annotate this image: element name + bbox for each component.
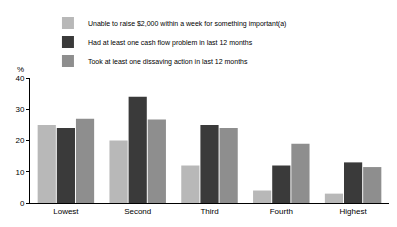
svg-text:Second: Second bbox=[124, 207, 151, 216]
svg-text:Highest: Highest bbox=[340, 207, 368, 216]
svg-text:%: % bbox=[17, 65, 24, 74]
svg-text:0: 0 bbox=[20, 199, 25, 208]
svg-text:Third: Third bbox=[200, 207, 218, 216]
svg-text:Fourth: Fourth bbox=[270, 207, 293, 216]
svg-text:10: 10 bbox=[15, 168, 24, 177]
svg-text:40: 40 bbox=[15, 74, 24, 83]
svg-text:Lowest: Lowest bbox=[53, 207, 79, 216]
svg-text:20: 20 bbox=[15, 136, 24, 145]
svg-text:Had at least one cash flow pro: Had at least one cash flow problem in la… bbox=[88, 39, 253, 47]
svg-text:Unable to raise $2,000 within: Unable to raise $2,000 within a week for… bbox=[88, 20, 286, 28]
svg-text:Took at least one dissaving ac: Took at least one dissaving action in la… bbox=[88, 58, 248, 66]
svg-text:30: 30 bbox=[15, 105, 24, 114]
